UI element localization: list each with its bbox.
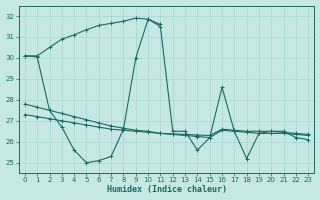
X-axis label: Humidex (Indice chaleur): Humidex (Indice chaleur)	[107, 185, 227, 194]
